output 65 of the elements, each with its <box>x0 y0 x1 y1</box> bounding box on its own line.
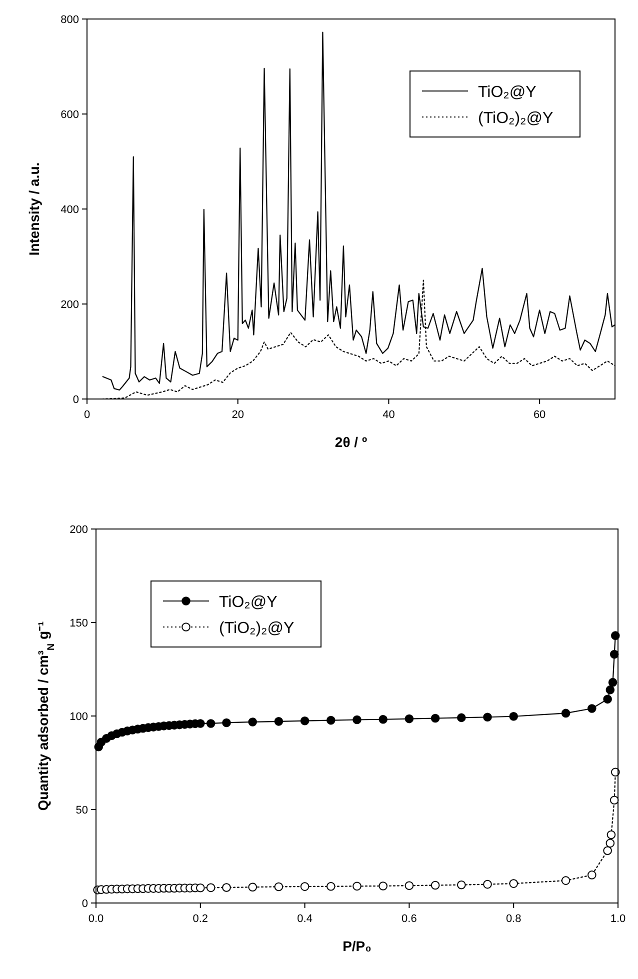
point <box>274 717 284 726</box>
point <box>608 678 618 687</box>
point <box>404 714 414 724</box>
point <box>509 879 518 888</box>
x-tick-label: 0.2 <box>192 913 208 925</box>
point <box>222 883 231 892</box>
point <box>378 714 388 724</box>
x-tick-label: 0.0 <box>88 913 104 925</box>
point <box>248 718 258 726</box>
legend-label: TiO₂@Y <box>478 84 537 101</box>
x-axis-title: 2θ / º <box>334 434 368 450</box>
legend-label: TiO₂@Y <box>219 594 278 611</box>
x-tick-label: 0.6 <box>402 913 417 925</box>
point <box>222 718 231 728</box>
point <box>561 876 570 885</box>
point <box>326 882 336 891</box>
y-tick-label: 100 <box>70 711 88 723</box>
point <box>456 880 466 890</box>
point <box>483 712 492 722</box>
point <box>610 796 619 805</box>
point <box>404 881 414 890</box>
point <box>300 882 310 891</box>
x-tick-label: 0.4 <box>297 913 312 925</box>
point <box>606 838 615 848</box>
point <box>606 830 616 840</box>
point <box>248 882 258 892</box>
point <box>456 713 466 722</box>
point <box>326 716 336 725</box>
point <box>430 880 440 890</box>
y-axis-title: Intensity / a.u. <box>26 162 42 256</box>
point <box>610 650 619 659</box>
y-tick-label: 200 <box>60 299 79 311</box>
x-tick-label: 0.8 <box>506 913 522 925</box>
y-tick-label: 400 <box>60 204 79 216</box>
x-axis-title: P/P₀ <box>342 938 372 954</box>
point <box>483 880 492 889</box>
point <box>352 882 362 891</box>
y-tick-label: 800 <box>60 14 79 26</box>
legend-label: (TiO₂)₂@Y <box>219 620 294 637</box>
point <box>274 882 284 892</box>
point <box>206 719 216 728</box>
point <box>378 882 388 890</box>
x-tick-label: 40 <box>382 409 395 421</box>
legend-label: (TiO₂)₂@Y <box>478 110 554 127</box>
point <box>206 883 216 892</box>
y-tick-label: 0 <box>72 394 79 406</box>
point <box>603 694 612 704</box>
point <box>352 715 362 724</box>
point <box>300 716 310 726</box>
point <box>587 870 596 880</box>
x-tick-label: 1.0 <box>610 913 626 925</box>
y-tick-label: 0 <box>82 898 88 910</box>
x-tick-label: 60 <box>533 409 546 421</box>
y-tick-label: 150 <box>70 618 88 630</box>
point <box>603 846 612 856</box>
y-tick-label: 200 <box>70 524 88 536</box>
point <box>196 883 205 892</box>
y-tick-label: 600 <box>60 109 79 121</box>
point <box>587 704 596 713</box>
y-tick-label: 50 <box>76 804 88 816</box>
point <box>430 714 440 723</box>
x-tick-label: 20 <box>232 409 244 421</box>
point <box>606 685 615 694</box>
point <box>561 708 570 718</box>
point <box>509 712 518 721</box>
